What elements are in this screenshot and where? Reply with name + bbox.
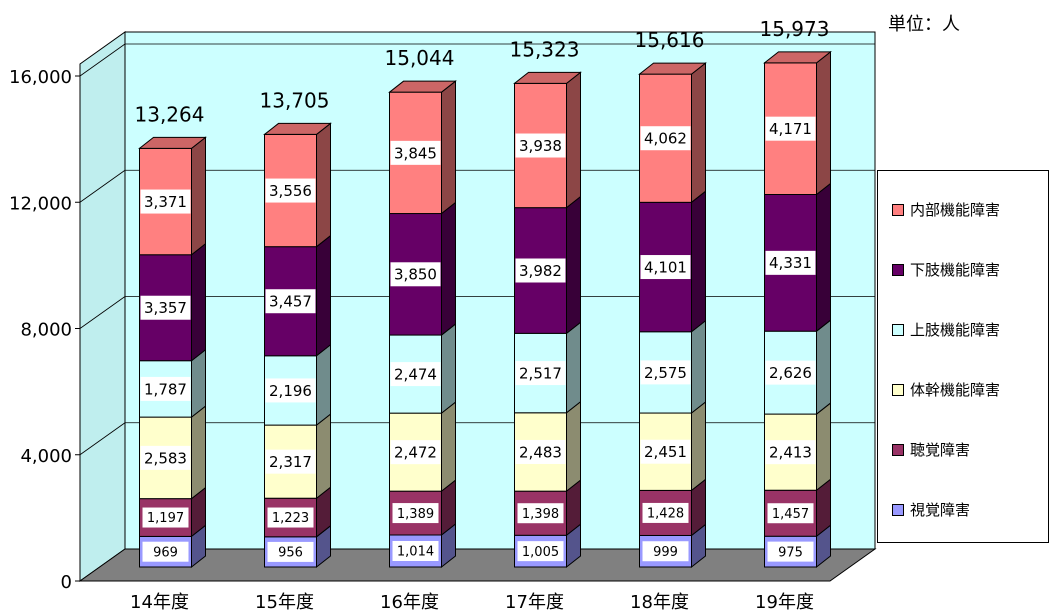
data-label: 3,938 [519, 137, 562, 155]
legend-swatch [892, 264, 904, 276]
legend-swatch [892, 204, 904, 216]
legend-swatch [892, 384, 904, 396]
bar-side [317, 123, 331, 246]
data-label: 3,457 [269, 293, 312, 311]
legend-item: 下肢機能障害 [892, 259, 1000, 280]
data-label: 4,062 [644, 130, 687, 148]
bar-side [567, 402, 581, 491]
bar-side [567, 72, 581, 207]
legend-label: 視覚障害 [910, 499, 970, 520]
total-label: 13,705 [260, 88, 330, 112]
bar-side [567, 322, 581, 412]
data-label: 3,850 [394, 266, 437, 284]
data-label: 2,196 [269, 382, 312, 400]
bar-side [317, 414, 331, 498]
y-tick-label: 4,000 [20, 446, 72, 467]
data-label: 1,197 [147, 511, 184, 526]
legend-item: 聴覚障害 [892, 439, 970, 460]
x-tick-label: 16年度 [380, 592, 439, 613]
data-label: 969 [153, 545, 178, 560]
legend-swatch [892, 324, 904, 336]
legend: 内部機能障害 下肢機能障害 上肢機能障害 体幹機能障害 聴覚障害視覚障害 [877, 170, 1049, 543]
y-tick-label: 8,000 [20, 320, 72, 341]
bar-side [442, 402, 456, 491]
bar-side [692, 402, 706, 490]
x-tick-label: 17年度 [505, 592, 564, 613]
x-tick-label: 19年度 [755, 592, 814, 613]
bar-side [442, 81, 456, 213]
legend-item: 視覚障害 [892, 499, 970, 520]
data-label: 3,556 [269, 182, 312, 200]
bar-side [692, 321, 706, 413]
data-label: 3,357 [144, 299, 187, 317]
data-label: 4,171 [769, 120, 812, 138]
data-label: 1,223 [272, 511, 309, 526]
data-label: 2,626 [769, 364, 812, 382]
bar-side [442, 324, 456, 413]
bar-side [192, 350, 206, 417]
bar-side [317, 345, 331, 425]
bar-side [567, 197, 581, 334]
data-label: 1,389 [397, 507, 434, 522]
back-wall [125, 32, 875, 549]
total-label: 15,044 [385, 46, 455, 70]
legend-swatch [892, 504, 904, 516]
data-label: 999 [653, 545, 678, 560]
total-label: 15,616 [635, 28, 705, 52]
data-label: 1,787 [144, 380, 187, 398]
legend-item: 体幹機能障害 [892, 379, 1000, 400]
y-tick-label: 16,000 [9, 67, 72, 88]
data-label: 2,575 [644, 364, 687, 382]
bar-side [817, 52, 831, 195]
legend-item: 上肢機能障害 [892, 319, 1000, 340]
data-label: 3,982 [519, 262, 562, 280]
data-label: 2,317 [269, 453, 312, 471]
bar-side [817, 183, 831, 331]
unit-label: 単位：人 [888, 10, 960, 36]
bar-side [442, 203, 456, 336]
data-label: 2,483 [519, 443, 562, 461]
data-label: 1,398 [522, 507, 559, 522]
data-label: 2,474 [394, 365, 437, 383]
data-label: 975 [778, 545, 803, 560]
bar-side [192, 137, 206, 254]
y-tick-label: 12,000 [9, 193, 72, 214]
data-label: 2,583 [144, 449, 187, 467]
data-label: 2,451 [644, 443, 687, 461]
total-label: 15,973 [760, 17, 830, 41]
x-tick-label: 14年度 [130, 592, 189, 613]
data-label: 4,101 [644, 258, 687, 276]
bar-side [817, 403, 831, 490]
legend-label: 聴覚障害 [910, 439, 970, 460]
data-label: 2,472 [394, 444, 437, 462]
bar-side [192, 244, 206, 361]
legend-swatch [892, 444, 904, 456]
legend-label: 下肢機能障害 [910, 259, 1000, 280]
y-tick-label: 0 [61, 572, 72, 593]
legend-label: 上肢機能障害 [910, 319, 1000, 340]
data-label: 1,014 [397, 545, 434, 560]
side-wall [80, 32, 125, 581]
legend-label: 体幹機能障害 [910, 379, 1000, 400]
x-tick-label: 15年度 [255, 592, 314, 613]
data-label: 2,413 [769, 444, 812, 462]
data-label: 3,845 [394, 144, 437, 162]
data-label: 2,517 [519, 364, 562, 382]
bar-side [817, 320, 831, 414]
data-label: 956 [278, 546, 303, 561]
bar-side [692, 63, 706, 202]
total-label: 13,264 [135, 102, 205, 126]
total-label: 15,323 [510, 37, 580, 61]
data-label: 3,371 [144, 193, 187, 211]
legend-label: 内部機能障害 [910, 199, 1000, 220]
bar-side [692, 191, 706, 331]
bar-side [317, 236, 331, 356]
data-label: 1,005 [522, 545, 559, 560]
x-tick-label: 18年度 [630, 592, 689, 613]
data-label: 4,331 [769, 254, 812, 272]
data-label: 1,457 [772, 507, 809, 522]
bar-side [192, 406, 206, 499]
data-label: 1,428 [647, 507, 684, 522]
legend-item: 内部機能障害 [892, 199, 1000, 220]
